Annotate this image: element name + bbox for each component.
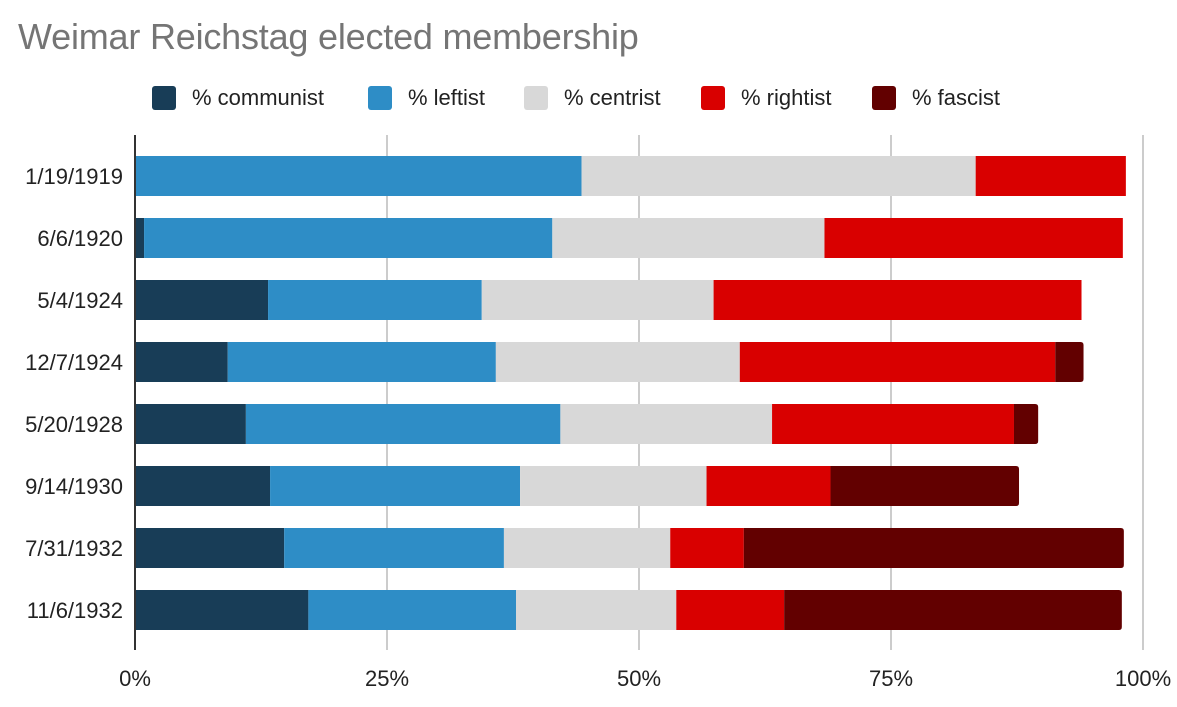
x-tick-label-75: 75% (869, 666, 913, 691)
x-tick-label-50: 50% (617, 666, 661, 691)
legend-label-leftist: % leftist (408, 85, 485, 110)
y-axis: 1/19/1919 6/6/1920 5/4/1924 12/7/1924 5/20/1… (25, 135, 136, 650)
bar-segment-5-20-1928-communist[interactable] (135, 404, 246, 444)
bar-segment-7-31-1932-communist[interactable] (135, 528, 285, 568)
legend-label-rightist: % rightist (741, 85, 831, 110)
bar-segment-7-31-1932-leftist[interactable] (284, 528, 504, 568)
bar-segment-1-19-1919-rightist[interactable] (975, 156, 1126, 196)
bar-segment-12-7-1924-leftist[interactable] (227, 342, 496, 382)
y-tick-label-6-6-1920: 6/6/1920 (37, 226, 123, 251)
bar-segment-6-6-1920-communist[interactable] (135, 218, 145, 258)
y-tick-label-5-4-1924: 5/4/1924 (37, 288, 123, 313)
legend-swatch-fascist (872, 86, 896, 110)
legend-item-fascist[interactable]: % fascist (872, 85, 1000, 110)
legend-swatch-centrist (524, 86, 548, 110)
bar-segment-12-7-1924-communist[interactable] (135, 342, 228, 382)
bar-segment-7-31-1932-fascist[interactable] (743, 528, 1124, 568)
chart-title: Weimar Reichstag elected membership (18, 16, 639, 57)
bar-segment-9-14-1930-rightist[interactable] (706, 466, 831, 506)
legend: % communist % leftist % centrist % rightist… (152, 85, 1000, 110)
bar-segment-5-4-1924-rightist[interactable] (713, 280, 1082, 320)
bar-row-5-20-1928 (135, 404, 1039, 444)
y-tick-label-1-19-1919: 1/19/1919 (25, 164, 123, 189)
bar-segment-5-4-1924-communist[interactable] (135, 280, 269, 320)
legend-swatch-rightist (701, 86, 725, 110)
bar-segment-11-6-1932-fascist[interactable] (784, 590, 1122, 630)
legend-item-leftist[interactable]: % leftist (368, 85, 485, 110)
bar-segment-11-6-1932-leftist[interactable] (308, 590, 517, 630)
bar-segment-5-4-1924-leftist[interactable] (268, 280, 482, 320)
x-tick-label-25: 25% (365, 666, 409, 691)
bar-row-11-6-1932 (135, 590, 1122, 630)
bar-segment-7-31-1932-centrist[interactable] (503, 528, 671, 568)
legend-item-rightist[interactable]: % rightist (701, 85, 831, 110)
bar-segment-9-14-1930-centrist[interactable] (520, 466, 707, 506)
bar-segment-12-7-1924-fascist[interactable] (1055, 342, 1084, 382)
x-tick-label-0: 0% (119, 666, 151, 691)
legend-swatch-leftist (368, 86, 392, 110)
bar-segment-7-31-1932-rightist[interactable] (670, 528, 744, 568)
bar-segment-9-14-1930-leftist[interactable] (270, 466, 521, 506)
bar-segment-5-20-1928-leftist[interactable] (245, 404, 561, 444)
bar-segment-5-20-1928-fascist[interactable] (1013, 404, 1039, 444)
bar-segment-1-19-1919-leftist[interactable] (135, 156, 582, 196)
bar-segment-12-7-1924-rightist[interactable] (739, 342, 1056, 382)
bar-segment-6-6-1920-rightist[interactable] (824, 218, 1123, 258)
bar-segment-9-14-1930-communist[interactable] (135, 466, 271, 506)
bar-segment-1-19-1919-centrist[interactable] (581, 156, 976, 196)
bar-segment-11-6-1932-rightist[interactable] (676, 590, 785, 630)
x-tick-label-100: 100% (1115, 666, 1171, 691)
bar-segment-11-6-1932-centrist[interactable] (516, 590, 677, 630)
y-tick-label-7-31-1932: 7/31/1932 (25, 536, 123, 561)
bar-segment-11-6-1932-communist[interactable] (135, 590, 309, 630)
bar-row-7-31-1932 (135, 528, 1124, 568)
bar-segment-12-7-1924-centrist[interactable] (495, 342, 740, 382)
bar-row-1-19-1919 (135, 156, 1126, 196)
bar-segment-6-6-1920-centrist[interactable] (552, 218, 825, 258)
legend-label-centrist: % centrist (564, 85, 661, 110)
bar-row-5-4-1924 (135, 280, 1082, 320)
bar-segment-5-20-1928-centrist[interactable] (560, 404, 773, 444)
y-tick-label-9-14-1930: 9/14/1930 (25, 474, 123, 499)
gridlines (386, 135, 1144, 650)
bar-segment-6-6-1920-leftist[interactable] (144, 218, 553, 258)
legend-item-communist[interactable]: % communist (152, 85, 324, 110)
legend-label-fascist: % fascist (912, 85, 1000, 110)
bars (135, 156, 1126, 630)
bar-row-6-6-1920 (135, 218, 1123, 258)
bar-row-9-14-1930 (135, 466, 1020, 506)
bar-segment-5-20-1928-rightist[interactable] (772, 404, 1014, 444)
bar-segment-5-4-1924-centrist[interactable] (481, 280, 714, 320)
legend-item-centrist[interactable]: % centrist (524, 85, 661, 110)
bar-row-12-7-1924 (135, 342, 1084, 382)
legend-label-communist: % communist (192, 85, 324, 110)
x-axis: 0% 25% 50% 75% 100% (119, 666, 1171, 691)
y-tick-label-11-6-1932: 11/6/1932 (27, 598, 123, 623)
y-tick-label-12-7-1924: 12/7/1924 (25, 350, 123, 375)
legend-swatch-communist (152, 86, 176, 110)
bar-segment-9-14-1930-fascist[interactable] (830, 466, 1020, 506)
y-tick-label-5-20-1928: 5/20/1928 (25, 412, 123, 437)
